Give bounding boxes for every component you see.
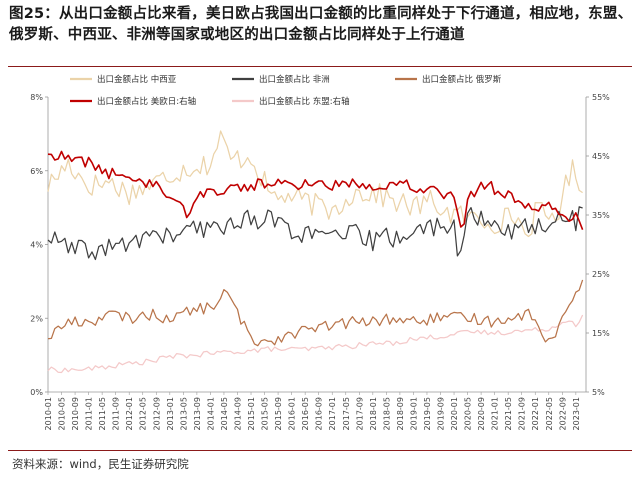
x-tick-label: 2018-05	[382, 397, 391, 430]
x-tick-label: 2018-01	[369, 397, 378, 430]
x-tick-label: 2013-09	[193, 397, 202, 430]
x-tick-label: 2018-09	[396, 397, 405, 430]
series-line-central_west_asia	[47, 130, 583, 238]
x-tick-label: 2020-01	[450, 397, 459, 430]
x-tick-label: 2019-05	[423, 397, 432, 430]
x-tick-label: 2014-09	[233, 397, 242, 430]
x-tick-label: 2012-09	[152, 397, 161, 430]
right-tick-label: 55%	[592, 93, 610, 102]
source-note: 资料来源：wind，民生证券研究院	[12, 457, 189, 471]
legend-label-russia: 出口金额占比 俄罗斯	[422, 74, 502, 85]
x-tick-label: 2021-09	[518, 397, 527, 430]
series-line-asean	[47, 314, 584, 374]
x-tick-label: 2019-09	[437, 397, 446, 430]
series-line-us_japan_eu	[47, 150, 584, 230]
x-tick-label: 2022-09	[558, 397, 567, 430]
right-tick-label: 5%	[592, 388, 605, 397]
right-tick-label: 35%	[592, 211, 610, 220]
x-tick-label: 2023-01	[572, 397, 581, 430]
x-tick-label: 2016-05	[301, 397, 310, 430]
x-tick-label: 2017-09	[355, 397, 364, 430]
x-tick-label: 2015-01	[247, 397, 256, 430]
left-tick-label: 2%	[30, 314, 43, 323]
x-tick-label: 2010-09	[71, 397, 80, 430]
x-tick-label: 2021-05	[504, 397, 513, 430]
axes: 0% 2% 4% 6% 8% 5% 15% 25% 35% 45% 55% 2010-01 2010-0…	[30, 93, 610, 430]
right-tick-label: 15%	[592, 329, 610, 338]
series-layer	[47, 130, 584, 374]
x-tick-label: 2021-01	[491, 397, 500, 430]
x-tick-label: 2017-01	[328, 397, 337, 430]
x-tick-label: 2016-01	[288, 397, 297, 430]
x-tick-label: 2010-05	[58, 397, 67, 430]
legend-label-central_west_asia: 出口金额占比 中西亚	[97, 74, 177, 85]
legend-label-africa: 出口金额占比 非洲	[259, 74, 330, 85]
x-tick-label: 2013-01	[166, 397, 175, 430]
right-tick-label: 25%	[592, 270, 610, 279]
x-tick-label: 2011-01	[85, 397, 94, 430]
x-tick-label: 2022-01	[531, 397, 540, 430]
x-tick-label: 2014-05	[220, 397, 229, 430]
series-line-africa	[47, 206, 583, 261]
x-tick-label: 2011-09	[112, 397, 121, 430]
x-tick-label: 2011-05	[98, 397, 107, 430]
x-tick-label: 2014-01	[206, 397, 215, 430]
left-tick-label: 4%	[30, 241, 43, 250]
right-tick-label: 45%	[592, 152, 610, 161]
legend-label-asean: 出口金额占比 东盟:右轴	[259, 96, 350, 107]
chart-title: 图25：从出口金额占比来看，美日欧占我国出口金额的比重同样处于下行通道，相应地，…	[9, 6, 633, 43]
source-divider	[8, 450, 632, 451]
x-tick-label: 2020-05	[464, 397, 473, 430]
x-tick-label: 2015-09	[274, 397, 283, 430]
x-tick-label: 2017-05	[342, 397, 351, 430]
series-line-russia	[47, 279, 584, 347]
legend-label-us_japan_eu: 出口金额占比 美欧日:右轴	[97, 96, 196, 107]
title-divider	[8, 66, 632, 67]
x-tick-label: 2010-01	[44, 397, 53, 430]
x-tick-label: 2020-09	[477, 397, 486, 430]
x-tick-label: 2022-05	[545, 397, 554, 430]
x-tick-label: 2016-09	[315, 397, 324, 430]
x-tick-label: 2012-01	[125, 397, 134, 430]
x-tick-label: 2019-01	[409, 397, 418, 430]
x-tick-label: 2012-05	[139, 397, 148, 430]
left-tick-label: 0%	[30, 388, 43, 397]
x-tick-label: 2015-05	[261, 397, 270, 430]
x-tick-label: 2013-05	[179, 397, 188, 430]
left-tick-label: 6%	[30, 167, 43, 176]
left-tick-label: 8%	[30, 93, 43, 102]
